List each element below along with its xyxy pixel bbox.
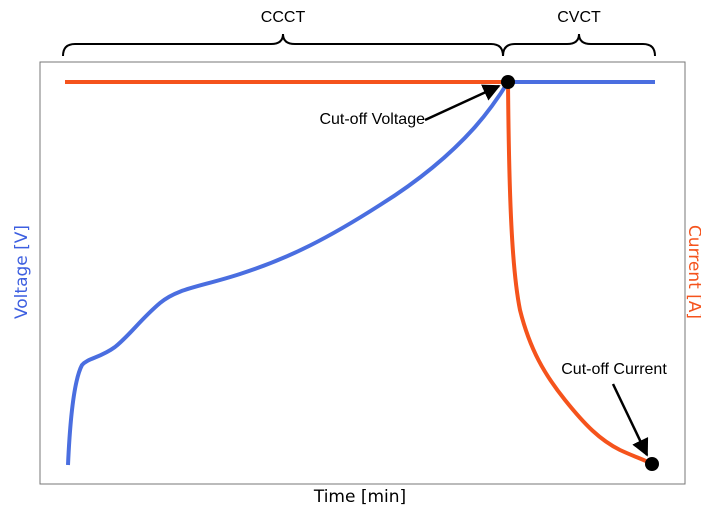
y-axis-label: Voltage [V] xyxy=(12,225,32,319)
plot-frame xyxy=(39,61,686,485)
x-axis-label: Time [min] xyxy=(313,487,406,507)
current-cutoff-point xyxy=(645,457,659,471)
current-curve xyxy=(65,80,653,466)
annotation-arrow xyxy=(611,383,649,457)
voltage-cutoff-point xyxy=(501,75,515,89)
annotation-arrow xyxy=(424,84,501,122)
annotation: Cut-off Voltage xyxy=(319,111,425,128)
phase-label: CCCT xyxy=(261,9,306,26)
brace-cc xyxy=(62,33,504,57)
voltage-curve xyxy=(66,80,655,466)
phase-label: CVCT xyxy=(557,9,601,26)
y2-axis-label: Current [A] xyxy=(684,225,701,319)
annotation: Cut-off Current xyxy=(561,361,667,378)
brace-cv xyxy=(502,33,656,57)
